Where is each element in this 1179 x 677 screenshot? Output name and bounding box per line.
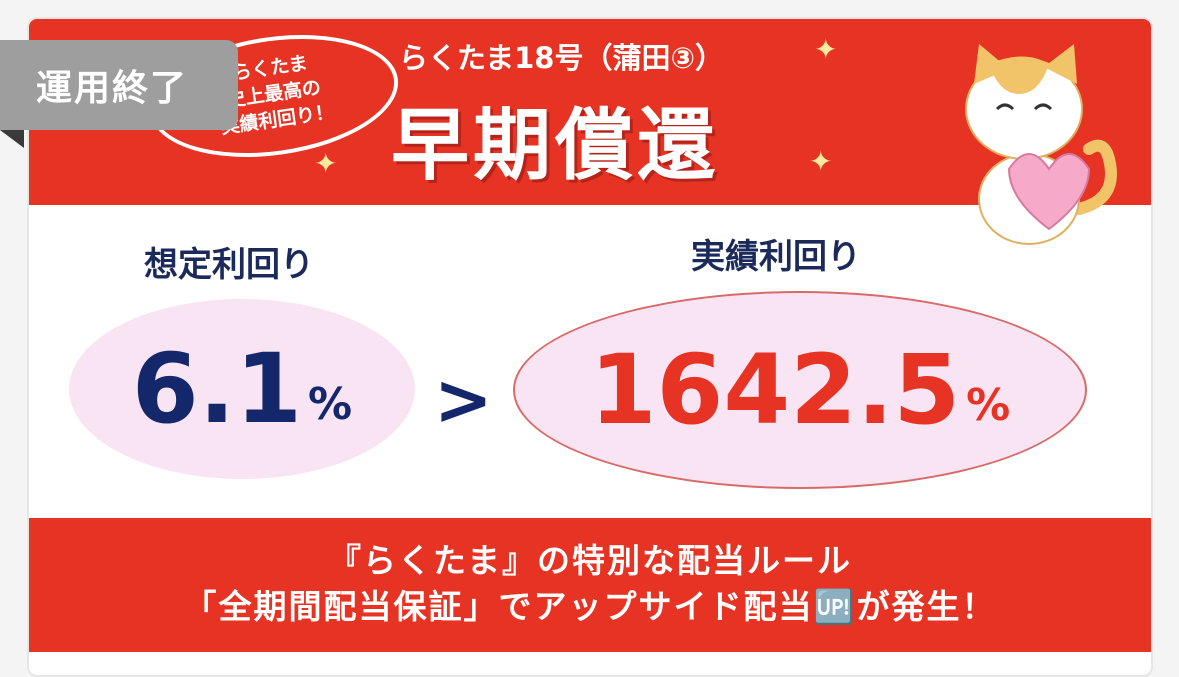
percent-unit: % (307, 378, 353, 430)
actual-yield-label: 実績利回り (691, 237, 861, 277)
expected-yield-number: 6.1 (131, 333, 302, 445)
status-badge: 運用終了 (0, 40, 238, 130)
fund-name: らくたま18号（蒲田③） (399, 41, 725, 75)
banner-title: 早期償還 (391, 101, 720, 191)
sparkle-icon: ✦ (809, 145, 833, 178)
comparison-arrow-icon: > (434, 359, 493, 441)
expected-yield-label: 想定利回り (144, 245, 314, 285)
sparkle-icon: ✦ (314, 147, 338, 180)
expected-yield-value: 6.1% (69, 299, 415, 479)
percent-unit: % (966, 379, 1011, 431)
footer-line: 「全期間配当保証」でアップサイド配当🆙が発生！ (183, 587, 997, 626)
sparkle-icon: ✦ (814, 33, 838, 66)
cat-mascot-icon (965, 44, 1117, 245)
actual-yield-number: 1642.5 (589, 334, 961, 446)
footer-line: 『らくたま』の特別な配当ルール (327, 541, 852, 580)
dividend-rule-banner: 『らくたま』の特別な配当ルール 「全期間配当保証」でアップサイド配当🆙が発生！ (29, 518, 1151, 652)
badge-fold (0, 130, 24, 148)
fund-card: らくたま 史上最高の 実績利回り！ ✦ ✦ ✦ らくたま18号（蒲田③） 早期償… (27, 17, 1153, 677)
actual-yield-value: 1642.5% (513, 291, 1087, 489)
